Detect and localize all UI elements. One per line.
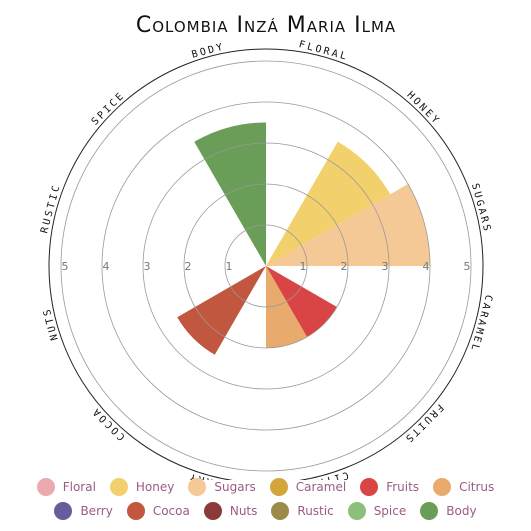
legend-item[interactable]: Honey [109, 478, 175, 496]
legend-item[interactable]: Berry [54, 502, 113, 520]
legend-swatch [126, 502, 145, 520]
tick-label: 3 [144, 260, 151, 273]
legend-item[interactable]: Fruits [360, 478, 419, 496]
legend-label: Floral [62, 480, 96, 494]
tick-label: 4 [103, 260, 110, 273]
legend: Floral Honey Sugars Caramel Fruits Citrus Berr… [0, 478, 531, 520]
tick-label: 5 [464, 260, 471, 273]
chart: Colombia Inzá Maria Ilma 1 1 2 2 3 3 4 4 5 5 Flora… [39, 13, 494, 480]
category-label: Honey [404, 90, 442, 128]
grid-ring [224, 224, 308, 308]
grid-ring [60, 60, 472, 472]
tick-label: 2 [341, 260, 348, 273]
wedge [266, 266, 307, 348]
legend-swatch [360, 478, 379, 496]
category-label: Rustic [39, 182, 63, 234]
legend-label: Body [446, 504, 477, 518]
category-label: Fruits [401, 401, 445, 445]
legend-item[interactable]: Caramel [269, 478, 347, 496]
category-label: Cocoa [90, 404, 128, 442]
category-label: Caramel [468, 293, 494, 353]
wedge [177, 266, 266, 355]
chart-title: Colombia Inzá Maria Ilma [136, 13, 396, 38]
legend-item[interactable]: Nuts [203, 502, 258, 520]
category-label: Sugars [469, 182, 493, 234]
legend-swatch [420, 502, 439, 520]
legend-swatch [203, 502, 222, 520]
legend-swatch [269, 478, 288, 496]
tick-label: 3 [382, 260, 389, 273]
legend-swatch [433, 478, 452, 496]
legend-label: Citrus [459, 480, 495, 494]
grid-ring [101, 101, 431, 431]
legend-swatch [36, 478, 55, 496]
legend-label: Cocoa [152, 504, 190, 518]
legend-item[interactable]: Floral [36, 478, 96, 496]
legend-item[interactable]: Cocoa [126, 502, 190, 520]
legend-label: Caramel [295, 480, 347, 494]
legend-swatch [347, 502, 366, 520]
tick-label: 2 [185, 260, 192, 273]
legend-label: Spice [373, 504, 407, 518]
tick-label: 5 [62, 260, 69, 273]
wedge [266, 266, 338, 338]
wedge [194, 122, 266, 266]
legend-swatch [188, 478, 207, 496]
category-label: Nuts [41, 306, 60, 342]
wedge [266, 141, 391, 266]
tick-label: 1 [300, 260, 307, 273]
tick-label: 4 [423, 260, 430, 273]
wedges [177, 122, 430, 355]
outer-ring [48, 48, 484, 480]
category-label: Floral [297, 39, 349, 63]
legend-item[interactable]: Citrus [433, 478, 494, 496]
wedge [266, 184, 430, 266]
legend-label: Rustic [297, 504, 334, 518]
tick-label: 1 [226, 260, 233, 273]
grid-ring [183, 183, 349, 349]
legend-item[interactable]: Body [420, 502, 477, 520]
category-label: Spice [90, 90, 128, 128]
legend-label: Fruits [386, 480, 420, 494]
legend-item[interactable]: Rustic [271, 502, 334, 520]
legend-swatch [271, 502, 290, 520]
legend-item[interactable]: Sugars [188, 478, 256, 496]
legend-swatch [54, 502, 73, 520]
legend-label: Nuts [229, 504, 258, 518]
category-label: Body [191, 41, 227, 60]
legend-swatch [109, 478, 128, 496]
grid-ring [142, 142, 390, 390]
legend-label: Honey [135, 480, 175, 494]
grid [48, 48, 484, 480]
legend-label: Sugars [214, 480, 256, 494]
legend-label: Berry [80, 504, 113, 518]
legend-item[interactable]: Spice [347, 502, 407, 520]
